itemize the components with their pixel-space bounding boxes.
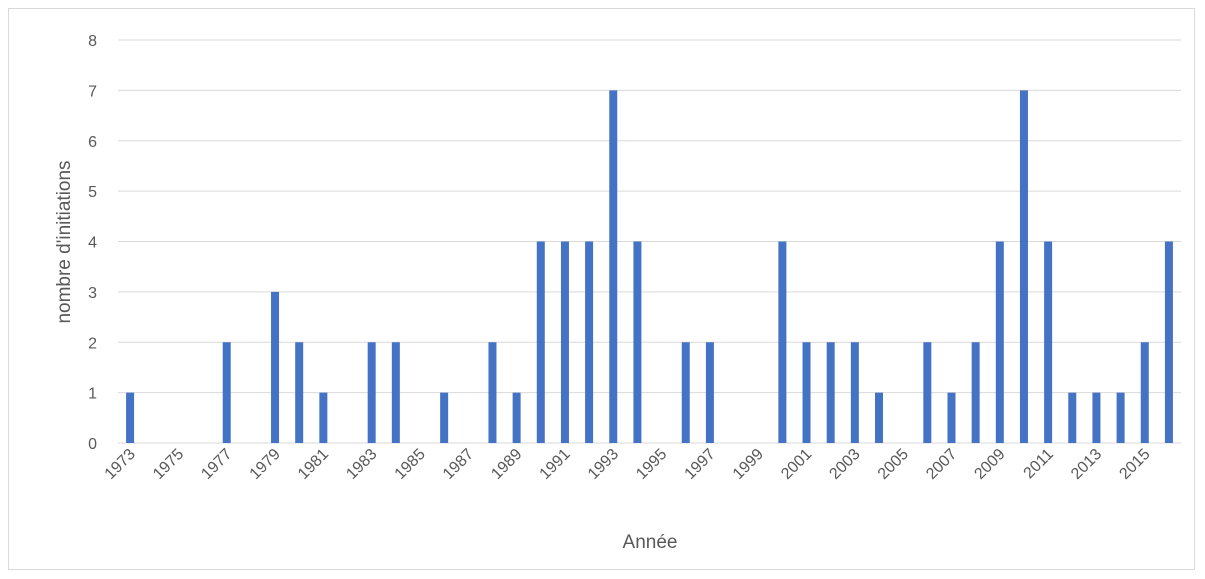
x-axis-title: Année (623, 532, 678, 553)
y-tick-label: 8 (88, 33, 97, 50)
bar-2014 (1116, 392, 1125, 443)
bar-1993 (609, 90, 618, 443)
x-axis-ticks: 1973 1975 1977 1979 1981 1983 1985 1987 1989 1991… (102, 446, 1154, 483)
x-tick-label: 2007 (923, 446, 960, 483)
x-tick-label: 1991 (537, 446, 574, 483)
bar-1977 (222, 342, 231, 443)
y-tick-label: 7 (88, 83, 97, 100)
x-tick-label: 1995 (633, 446, 670, 483)
x-tick-label: 2003 (826, 446, 863, 483)
x-tick-label: 1993 (585, 446, 622, 483)
y-tick-label: 2 (88, 335, 97, 352)
bar-1984 (391, 342, 400, 443)
bar-2009 (995, 241, 1004, 443)
bar-1973 (126, 392, 135, 443)
gridlines (118, 39, 1181, 444)
bar-2011 (1044, 241, 1053, 443)
x-tick-label: 1973 (102, 446, 139, 483)
bar-2008 (971, 342, 980, 443)
bar-1994 (633, 241, 642, 443)
bar-2012 (1068, 392, 1077, 443)
y-tick-label: 0 (88, 436, 97, 453)
bars (126, 90, 1173, 443)
bar-2016 (1164, 241, 1173, 443)
bar-1996 (681, 342, 690, 443)
x-tick-label: 1977 (198, 446, 235, 483)
x-tick-label: 1997 (682, 446, 719, 483)
bar-1981 (319, 392, 328, 443)
bar-2003 (850, 342, 859, 443)
x-tick-label: 2013 (1068, 446, 1105, 483)
y-tick-label: 5 (88, 184, 97, 201)
y-axis-ticks: 0 1 2 3 4 5 6 7 8 (88, 33, 97, 453)
x-tick-label: 1999 (730, 446, 767, 483)
bar-2000 (778, 241, 787, 443)
bar-2015 (1140, 342, 1149, 443)
x-tick-label: 1989 (488, 446, 525, 483)
bar-2013 (1092, 392, 1101, 443)
bar-2002 (826, 342, 835, 443)
bar-2010 (1019, 90, 1028, 443)
x-tick-label: 2015 (1116, 446, 1153, 483)
bar-2006 (923, 342, 932, 443)
bar-2001 (802, 342, 811, 443)
bar-2004 (875, 392, 884, 443)
x-tick-label: 2011 (1021, 446, 1057, 482)
x-tick-label: 1987 (440, 446, 477, 483)
bar-1983 (367, 342, 376, 443)
x-tick-label: 1985 (392, 446, 429, 483)
bar-1986 (440, 392, 449, 443)
bar-1991 (560, 241, 569, 443)
y-tick-label: 4 (88, 235, 97, 252)
bar-1988 (488, 342, 497, 443)
bar-1989 (512, 392, 521, 443)
bar-1990 (536, 241, 545, 443)
x-tick-label: 2009 (971, 446, 1008, 483)
x-tick-label: 1983 (343, 446, 380, 483)
y-tick-label: 3 (88, 285, 97, 302)
y-axis-title: nombre d'initiations (54, 160, 75, 323)
y-tick-label: 6 (88, 134, 97, 151)
bar-1979 (271, 291, 280, 443)
x-tick-label: 1981 (295, 446, 332, 483)
bar-2007 (947, 392, 956, 443)
x-tick-label: 1975 (150, 446, 187, 483)
x-tick-label: 1979 (247, 446, 284, 483)
bar-1980 (295, 342, 304, 443)
bar-1997 (705, 342, 714, 443)
y-tick-label: 1 (88, 386, 97, 403)
bar-1992 (585, 241, 594, 443)
x-tick-label: 2005 (875, 446, 912, 483)
x-tick-label: 2001 (778, 446, 815, 483)
